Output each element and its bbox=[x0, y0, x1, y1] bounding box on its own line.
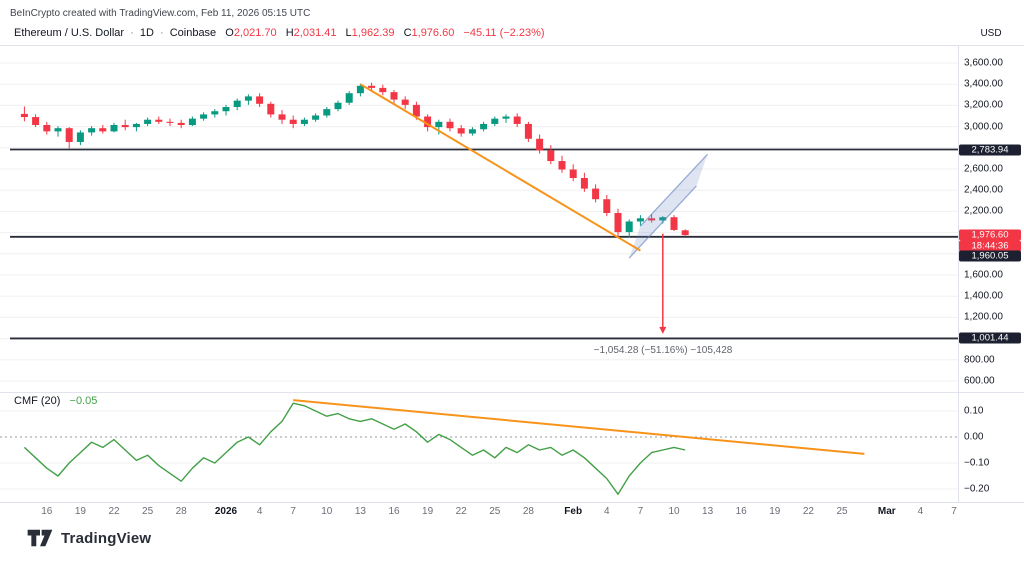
time-axis-label: 10 bbox=[321, 506, 333, 517]
tradingview-watermark[interactable]: TradingView bbox=[26, 527, 151, 549]
time-axis-label: 7 bbox=[290, 506, 296, 517]
interval-label: 1D bbox=[139, 27, 154, 39]
parallel-channel[interactable] bbox=[629, 154, 708, 259]
price-axis-label: 1,200.00 bbox=[964, 311, 1003, 323]
price-badge: 18:44:36 bbox=[959, 240, 1021, 252]
price-axis-label: 800.00 bbox=[964, 354, 995, 366]
price-axis-label: 1,400.00 bbox=[964, 290, 1003, 302]
open-label: O bbox=[225, 27, 234, 39]
trendline-price[interactable] bbox=[359, 83, 641, 252]
price-axis-label: 3,000.00 bbox=[964, 121, 1003, 133]
time-axis-label: 19 bbox=[74, 506, 86, 517]
cmf-value: −0.05 bbox=[69, 395, 98, 407]
time-axis-label: 22 bbox=[108, 506, 120, 517]
time-axis-label: 13 bbox=[702, 506, 714, 517]
time-axis-label: 19 bbox=[422, 506, 434, 517]
price-badge: 1,001.44 bbox=[959, 332, 1021, 344]
tradingview-logo-icon bbox=[27, 529, 53, 547]
time-axis-label: 28 bbox=[175, 506, 187, 517]
symbol-name: Ethereum / U.S. Dollar bbox=[14, 27, 125, 39]
price-axis-label: 3,400.00 bbox=[964, 78, 1003, 90]
time-axis-label: 22 bbox=[802, 506, 814, 517]
price-badge: 1,976.60 bbox=[959, 229, 1021, 241]
time-axis-label: Mar bbox=[877, 506, 896, 517]
channel-line[interactable] bbox=[628, 185, 697, 259]
time-axis-label: Feb bbox=[564, 506, 583, 517]
projection-arrowhead bbox=[659, 326, 667, 334]
time-axis-label: 19 bbox=[769, 506, 781, 517]
low-value: 1,962.39 bbox=[351, 27, 395, 39]
time-axis-label: 16 bbox=[41, 506, 53, 517]
price-badge: 2,783.94 bbox=[959, 144, 1021, 155]
time-axis-label: 7 bbox=[951, 506, 957, 517]
time-axis-label: 13 bbox=[354, 506, 366, 517]
price-axis-label: 3,200.00 bbox=[964, 99, 1003, 111]
time-axis-label: 7 bbox=[637, 506, 644, 517]
high-value: 2,031.41 bbox=[293, 27, 337, 39]
price-axis-label: 600.00 bbox=[964, 375, 995, 387]
measure-annotation: −1,054.28 (−51.16%) −105,428 bbox=[593, 345, 733, 356]
cmf-line bbox=[23, 402, 686, 495]
time-axis-label: 25 bbox=[836, 506, 848, 517]
exchange-label: Coinbase bbox=[169, 27, 217, 39]
time-axis-label: 25 bbox=[142, 506, 154, 517]
price-axis-label: 2,200.00 bbox=[964, 205, 1003, 217]
cmf-axis-label: 0.10 bbox=[964, 405, 984, 417]
price-axis-label: 3,600.00 bbox=[964, 57, 1003, 69]
time-axis-label: 2026 bbox=[214, 506, 238, 517]
cmf-axis-label: −0.20 bbox=[964, 483, 990, 495]
time-axis-label: 28 bbox=[522, 506, 534, 517]
legend-separator: · bbox=[159, 27, 164, 39]
open-value: 2,021.70 bbox=[233, 27, 277, 39]
legend-separator: · bbox=[130, 27, 134, 39]
candlestick-series bbox=[20, 82, 689, 238]
cmf-title: CMF (20) bbox=[14, 395, 61, 407]
price-axis-label: 2,400.00 bbox=[964, 184, 1003, 196]
channel-line[interactable] bbox=[639, 153, 709, 227]
close-value: 1,976.60 bbox=[411, 27, 455, 39]
cmf-axis-label: 0.00 bbox=[964, 431, 984, 443]
cmf-legend[interactable]: CMF (20) −0.05 bbox=[14, 395, 97, 407]
time-axis-label: 4 bbox=[917, 506, 924, 517]
time-axis-label: 22 bbox=[455, 506, 467, 517]
time-axis-label: 16 bbox=[388, 506, 400, 517]
cmf-axis-label: −0.10 bbox=[964, 457, 990, 469]
currency-label: USD bbox=[980, 28, 1002, 39]
price-axis-label: 1,600.00 bbox=[964, 269, 1003, 281]
attribution-text: BeInCrypto created with TradingView.com,… bbox=[10, 8, 311, 19]
price-badge: 1,960.05 bbox=[959, 250, 1021, 262]
price-axis-label: 2,600.00 bbox=[964, 163, 1003, 175]
close-label: C bbox=[403, 27, 412, 39]
high-label: H bbox=[285, 27, 294, 39]
price-gridlines bbox=[0, 62, 958, 382]
tradingview-wordmark: TradingView bbox=[61, 529, 152, 547]
time-axis-label: 4 bbox=[604, 506, 610, 517]
low-label: L bbox=[345, 27, 352, 39]
trendline-cmf[interactable] bbox=[293, 399, 865, 455]
change-value: −45.11 (−2.23%) bbox=[463, 27, 545, 39]
symbol-legend[interactable]: Ethereum / U.S. Dollar · 1D · Coinbase O… bbox=[14, 27, 545, 39]
time-axis-label: 16 bbox=[735, 506, 747, 517]
time-axis-label: 10 bbox=[668, 506, 680, 517]
time-axis-label: 25 bbox=[489, 506, 501, 517]
cmf-gridlines bbox=[0, 410, 958, 490]
time-axis-label: 4 bbox=[256, 506, 263, 517]
